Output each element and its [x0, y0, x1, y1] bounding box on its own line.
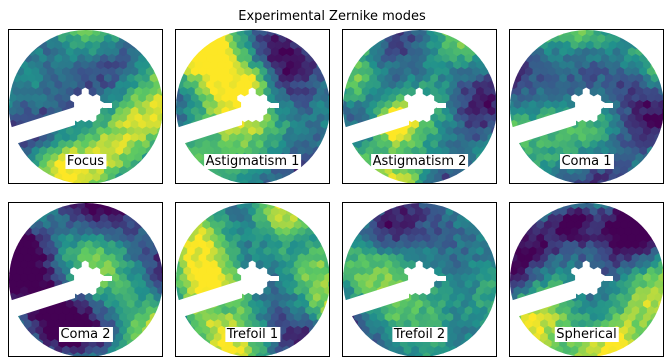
- zernike-map-trefoil-1: [176, 203, 329, 356]
- panel-label-focus: Focus: [64, 154, 107, 169]
- zernike-map-coma-1: [510, 30, 663, 183]
- hole-notch: [437, 103, 446, 108]
- panel-focus: Focus: [8, 29, 163, 184]
- support-arm: [9, 107, 75, 146]
- hole-notch: [437, 276, 446, 281]
- zernike-map-spherical: [510, 203, 663, 356]
- panel-astigmatism-1: Astigmatism 1: [175, 29, 330, 184]
- support-arm: [176, 280, 242, 319]
- zernike-map-trefoil-2: [343, 203, 496, 356]
- panel-label-spherical: Spherical: [554, 327, 619, 342]
- support-arm: [176, 107, 242, 146]
- hole-notch: [604, 276, 613, 281]
- support-arm: [510, 280, 576, 319]
- panel-label-astigmatism-2: Astigmatism 2: [370, 154, 469, 169]
- hex-segment-grid: [176, 203, 329, 356]
- panel-spherical: Spherical: [509, 202, 664, 357]
- hole-notch: [103, 103, 112, 108]
- zernike-map-coma-2: [9, 203, 162, 356]
- panel-trefoil-2: Trefoil 2: [342, 202, 497, 357]
- panel-label-trefoil-1: Trefoil 1: [224, 327, 281, 342]
- figure-title: Experimental Zernike modes: [238, 9, 426, 24]
- support-arm: [343, 107, 409, 146]
- panel-label-coma-1: Coma 1: [559, 154, 614, 169]
- support-arm: [9, 280, 75, 319]
- panel-astigmatism-2: Astigmatism 2: [342, 29, 497, 184]
- hole-notch: [270, 276, 279, 281]
- hole-notch: [270, 103, 279, 108]
- panel-label-astigmatism-1: Astigmatism 1: [203, 154, 302, 169]
- hole-notch: [604, 103, 613, 108]
- support-arm: [510, 107, 576, 146]
- panel-label-coma-2: Coma 2: [58, 327, 113, 342]
- panel-trefoil-1: Trefoil 1: [175, 202, 330, 357]
- panel-label-trefoil-2: Trefoil 2: [391, 327, 448, 342]
- panel-coma-1: Coma 1: [509, 29, 664, 184]
- zernike-map-focus: [9, 30, 162, 183]
- hole-notch: [103, 276, 112, 281]
- panel-coma-2: Coma 2: [8, 202, 163, 357]
- support-arm: [343, 280, 409, 319]
